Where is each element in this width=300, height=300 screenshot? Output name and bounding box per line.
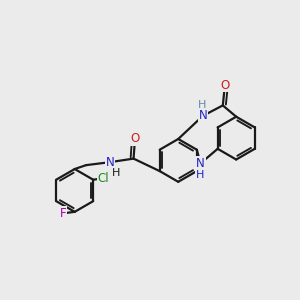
Text: F: F xyxy=(60,207,67,220)
Text: H: H xyxy=(198,100,206,110)
Text: H: H xyxy=(196,170,204,180)
Text: H: H xyxy=(112,169,120,178)
Text: O: O xyxy=(220,79,230,92)
Text: N: N xyxy=(196,157,205,170)
Text: N: N xyxy=(199,109,207,122)
Text: O: O xyxy=(130,132,140,145)
Text: N: N xyxy=(105,156,114,169)
Text: Cl: Cl xyxy=(98,172,109,185)
